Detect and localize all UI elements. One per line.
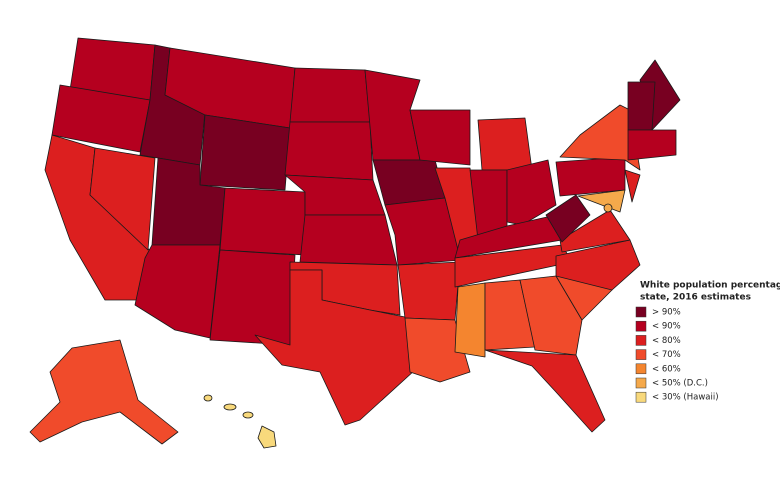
legend-label: < 70% <box>652 350 681 360</box>
state <box>545 194 591 243</box>
state <box>29 339 179 445</box>
state <box>209 249 296 346</box>
legend-swatch <box>635 320 647 332</box>
state <box>242 411 254 419</box>
legend-swatch <box>635 377 647 389</box>
state <box>397 261 461 321</box>
legend-swatch <box>635 306 647 318</box>
state <box>257 425 277 449</box>
legend-swatch <box>635 349 647 360</box>
state <box>624 169 641 203</box>
state <box>577 189 626 213</box>
legend-title: state, 2016 estimates <box>640 293 751 303</box>
legend-title: White population percentage by <box>640 281 780 291</box>
state <box>454 282 486 358</box>
legend-label: < 60% <box>652 364 681 374</box>
state <box>89 147 156 251</box>
state <box>254 269 416 426</box>
legend-label: < 30% (Hawaii) <box>652 393 719 403</box>
legend-label: > 90% <box>652 308 681 318</box>
state <box>484 349 606 433</box>
state <box>384 197 463 266</box>
state <box>477 117 533 171</box>
state <box>519 275 583 356</box>
state <box>289 67 371 123</box>
states <box>29 37 681 449</box>
state <box>203 394 213 402</box>
state <box>555 156 626 197</box>
state <box>372 159 446 206</box>
state <box>627 81 656 131</box>
state <box>603 203 613 213</box>
state <box>555 239 641 291</box>
legend-swatch <box>635 335 647 346</box>
legend-label: < 80% <box>652 336 681 346</box>
legend-swatch <box>635 363 647 375</box>
state <box>627 129 677 161</box>
state <box>51 84 151 153</box>
state <box>219 187 306 256</box>
state <box>506 159 557 226</box>
state <box>559 209 631 253</box>
state <box>223 403 237 411</box>
state <box>409 109 471 166</box>
state <box>134 244 221 339</box>
legend-label: < 50% (D.C.) <box>652 379 708 389</box>
state <box>284 121 374 181</box>
state <box>404 317 471 383</box>
legend: White population percentage by state, 20… <box>635 281 780 403</box>
state <box>199 114 291 191</box>
legend-label: < 90% <box>652 322 681 332</box>
state <box>299 214 398 266</box>
legend-swatch <box>635 391 647 403</box>
